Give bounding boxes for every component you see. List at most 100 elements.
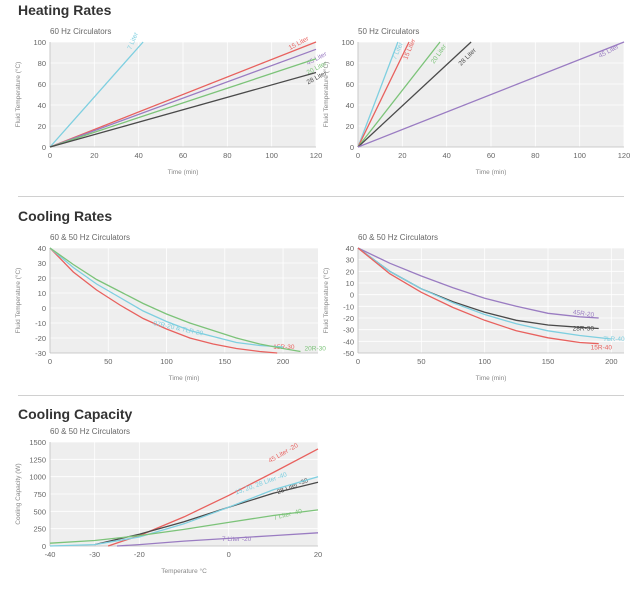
chart-title: 60 & 50 Hz Circulators <box>358 233 438 242</box>
section-divider <box>18 395 624 396</box>
y-tick-label: 500 <box>33 507 46 516</box>
y-tick-label: 80 <box>38 59 46 68</box>
x-tick-label: 40 <box>134 151 142 160</box>
series-line-15-liter <box>49 41 317 148</box>
series-line-28-liter <box>49 71 317 148</box>
y-axis-label: Fluid Temperature (°C) <box>14 62 22 128</box>
x-tick-label: -20 <box>134 550 145 559</box>
y-tick-label: 0 <box>42 304 46 313</box>
y-tick-label: -30 <box>35 349 46 358</box>
series-line-7-liter <box>357 41 399 148</box>
y-tick-label: 20 <box>38 274 46 283</box>
x-tick-label: 80 <box>223 151 231 160</box>
x-tick-label: 0 <box>48 151 52 160</box>
y-tick-label: 0 <box>350 143 354 152</box>
x-tick-label: 80 <box>531 151 539 160</box>
series-line-07r-20-7lr-20 <box>49 247 284 348</box>
y-tick-label: 0 <box>350 291 354 300</box>
y-tick-label: 250 <box>33 525 46 534</box>
x-axis-label: Temperature °C <box>161 567 207 575</box>
y-tick-label: 30 <box>38 259 46 268</box>
series-label-15r-30: 15R-30 <box>273 344 295 351</box>
y-tick-label: 20 <box>346 267 354 276</box>
y-tick-label: 40 <box>346 244 354 253</box>
x-tick-label: 60 <box>487 151 495 160</box>
series-line-20-liter <box>357 41 441 148</box>
x-tick-label: 100 <box>160 357 173 366</box>
y-tick-label: -20 <box>35 334 46 343</box>
heating-rates-title: Heating Rates <box>18 2 112 18</box>
y-tick-label: 60 <box>38 80 46 89</box>
y-tick-label: 1000 <box>29 473 46 482</box>
x-tick-label: 100 <box>265 151 278 160</box>
x-tick-label: 20 <box>398 151 406 160</box>
series-label-15r-40: 15R-40 <box>591 345 613 352</box>
y-tick-label: 80 <box>346 59 354 68</box>
x-tick-label: 0 <box>227 550 231 559</box>
y-axis-label: Fluid Temperature (°C) <box>322 268 330 334</box>
y-tick-label: 60 <box>346 80 354 89</box>
x-tick-label: 60 <box>179 151 187 160</box>
series-line-28-liter <box>357 41 472 148</box>
heating-60hz-chart: 60 Hz Circulators 0 20 40 60 80 100 0 20 40 60 80 10… <box>14 27 329 176</box>
x-tick-label: 200 <box>277 357 290 366</box>
series-line-45r-20 <box>357 247 599 319</box>
plot-area <box>50 248 318 353</box>
x-tick-label: 50 <box>104 357 112 366</box>
x-tick-label: 50 <box>417 357 425 366</box>
y-axis-label: Fluid Temperature (°C) <box>322 62 330 128</box>
y-tick-label: 20 <box>346 122 354 131</box>
series-label-28r-30: 28R-30 <box>573 326 595 333</box>
cooling-rates-chart-right: 60 & 50 Hz Circulators -50 -40 -30 -20 -10 0 10… <box>322 233 625 382</box>
y-tick-label: 40 <box>346 101 354 110</box>
series-label-45r-20: 45R-20 <box>572 309 594 319</box>
x-tick-label: 120 <box>310 151 323 160</box>
x-tick-label: 20 <box>314 550 322 559</box>
x-tick-label: 40 <box>442 151 450 160</box>
series-line-15-liter <box>357 41 410 148</box>
chart-title: 60 & 50 Hz Circulators <box>50 427 130 436</box>
y-tick-label: 750 <box>33 490 46 499</box>
series-line-15-20-28-liter-40 <box>49 476 319 547</box>
chart-title: 60 & 50 Hz Circulators <box>50 233 130 242</box>
y-tick-label: -10 <box>35 319 46 328</box>
y-tick-label: -10 <box>343 302 354 311</box>
x-axis-label: Time (min) <box>476 375 507 382</box>
y-tick-label: 10 <box>346 279 354 288</box>
y-tick-label: 1250 <box>29 455 46 464</box>
x-tick-label: 150 <box>542 357 555 366</box>
x-tick-label: 100 <box>573 151 586 160</box>
y-tick-label: 40 <box>38 101 46 110</box>
y-tick-label: 40 <box>38 244 46 253</box>
series-line-7-liter <box>49 41 144 148</box>
y-tick-label: 20 <box>38 122 46 131</box>
y-tick-label: 100 <box>341 38 354 47</box>
series-line-7-liter-40 <box>49 509 319 544</box>
y-tick-label: -30 <box>343 326 354 335</box>
x-tick-label: 0 <box>356 151 360 160</box>
series-label-7-liter-20: 7 Liter -20 <box>222 536 252 543</box>
y-tick-label: 100 <box>33 38 46 47</box>
series-line-7lr-40 <box>357 247 612 340</box>
x-tick-label: 200 <box>605 357 618 366</box>
x-tick-label: 20 <box>90 151 98 160</box>
x-tick-label: 0 <box>356 357 360 366</box>
x-tick-label: 0 <box>48 357 52 366</box>
y-tick-label: -50 <box>343 349 354 358</box>
y-tick-label: 0 <box>42 542 46 551</box>
y-tick-label: -20 <box>343 314 354 323</box>
cooling-capacity-title: Cooling Capacity <box>18 406 133 422</box>
x-axis-label: Time (min) <box>169 375 200 382</box>
x-axis-label: Time (min) <box>476 169 507 176</box>
cooling-rates-chart-left: 60 & 50 Hz Circulators -30 -20 -10 0 10 20 30 40… <box>14 233 326 382</box>
x-tick-label: 100 <box>478 357 491 366</box>
y-tick-label: 0 <box>42 143 46 152</box>
y-tick-label: 1500 <box>29 438 46 447</box>
series-line-15r-40 <box>357 247 599 345</box>
x-tick-label: 120 <box>618 151 631 160</box>
heating-50hz-chart: 50 Hz Circulators 0 20 40 60 80 100 0 20 40 60 80 10… <box>322 27 631 176</box>
y-tick-label: -40 <box>343 337 354 346</box>
x-tick-label: 150 <box>219 357 232 366</box>
y-tick-label: 10 <box>38 289 46 298</box>
y-axis-label: Fluid Temperature (°C) <box>14 268 22 334</box>
